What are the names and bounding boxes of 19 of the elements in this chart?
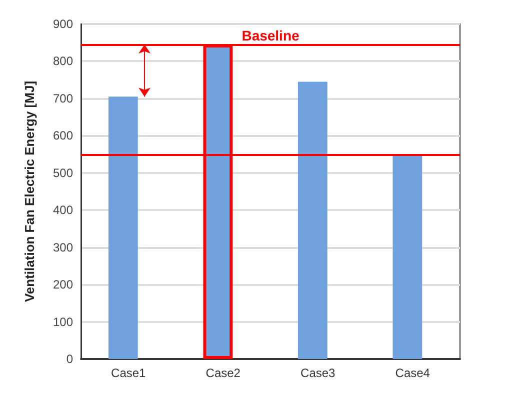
- y-tick-label: 900: [52, 17, 74, 31]
- y-tick-label: 200: [52, 278, 74, 292]
- y-tick-label: 300: [52, 240, 74, 254]
- y-tick-label: 400: [52, 203, 74, 218]
- bar: [298, 82, 328, 359]
- x-tick-label: Case3: [300, 366, 336, 380]
- bar: [108, 96, 138, 359]
- y-tick-label: 500: [52, 166, 74, 180]
- bar: [392, 154, 422, 359]
- x-tick-label: Case1: [111, 366, 146, 380]
- y-tick-label: 700: [52, 91, 74, 106]
- y-tick-label: 800: [52, 54, 74, 68]
- y-tick-label: 600: [52, 128, 74, 143]
- x-tick-label: Case4: [395, 366, 430, 380]
- x-tick-label: Case2: [206, 366, 241, 380]
- y-tick-label: 0: [66, 352, 74, 366]
- y-tick-label: 100: [52, 314, 74, 329]
- ref-line-label: Baseline: [242, 27, 300, 44]
- y-axis-title: Ventilation Fan Electric Energy [MJ]: [22, 80, 37, 302]
